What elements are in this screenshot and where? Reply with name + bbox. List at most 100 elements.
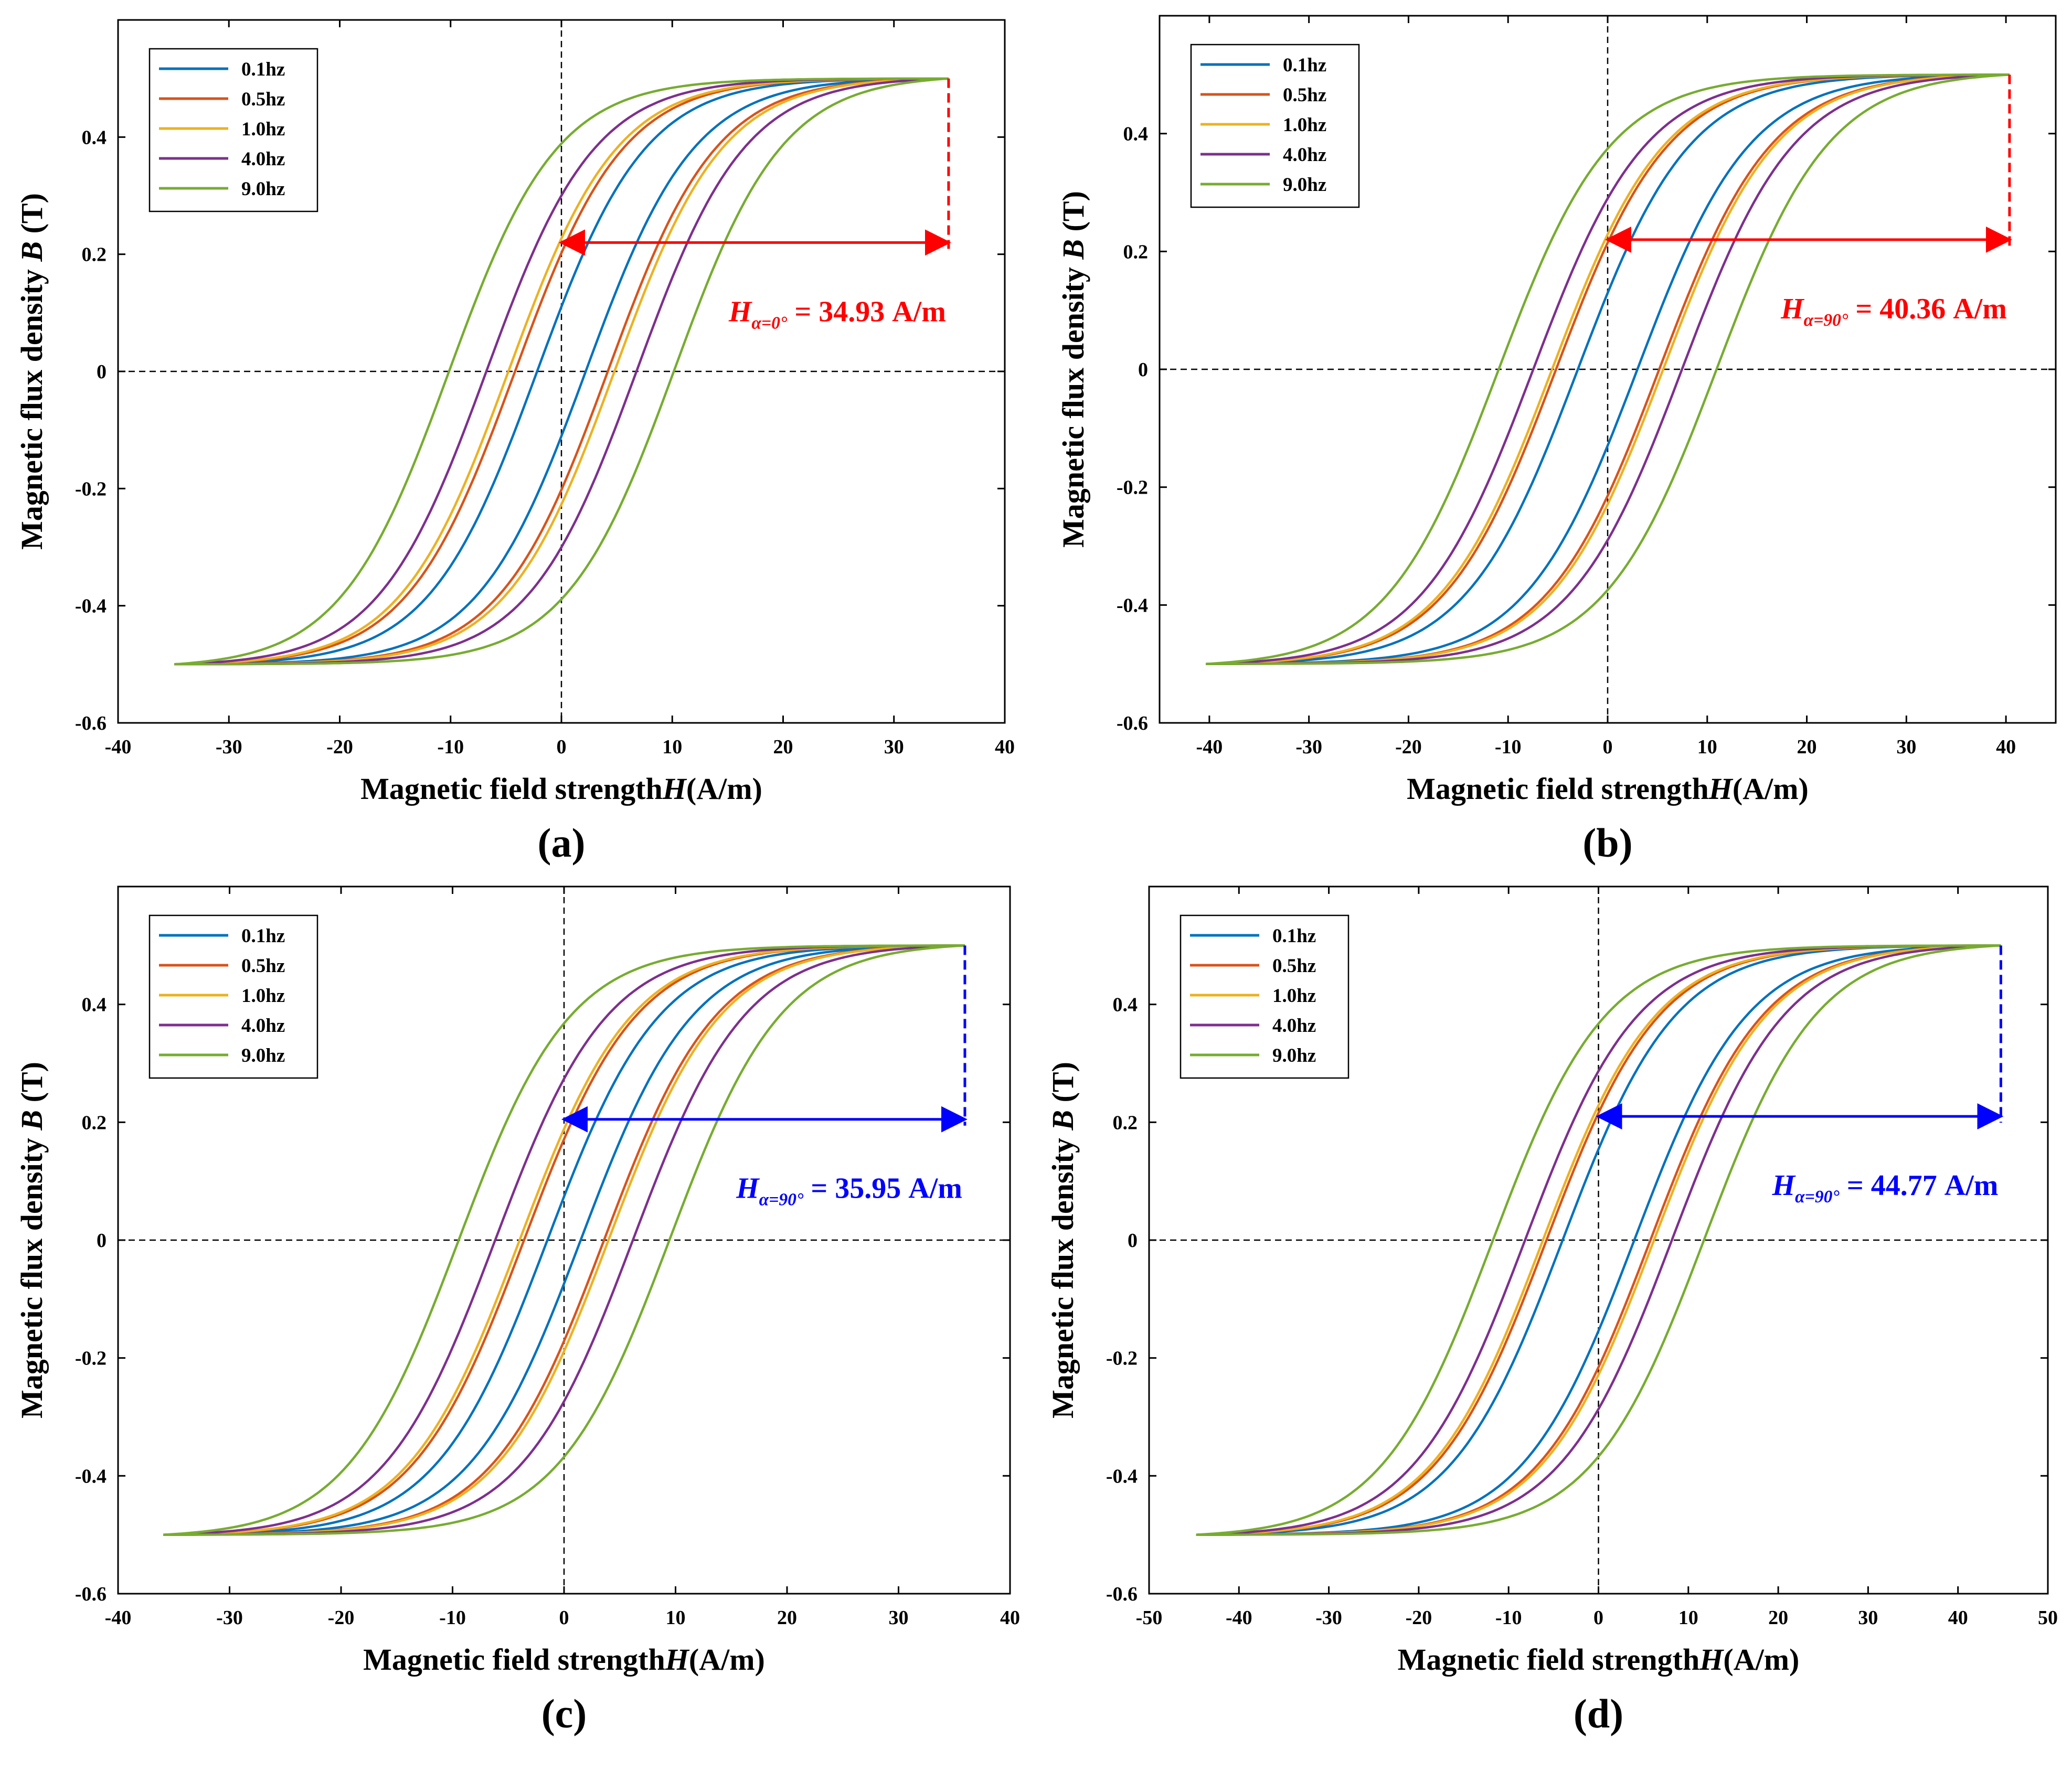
x-axis-title: Magnetic field strengthH(A/m) [1398, 1642, 1800, 1677]
hmax-annotation-sub: α=90° [1795, 1187, 1840, 1207]
x-axis-title-text: Magnetic field strength [363, 1642, 665, 1677]
x-tick-label: 40 [995, 736, 1015, 758]
chart-panel-a: -40 -30 -20 -10 0 10 20 30 40 -0.6 -0.4 -0.2 0 0.2 0.4… [15, 19, 1015, 866]
y-tick-label: -0.4 [1106, 1465, 1138, 1487]
hmax-annotation-symbol: H [1780, 293, 1804, 325]
y-tick-label: 0 [1138, 359, 1148, 381]
y-axis-title-text: Magnetic flux density [1056, 260, 1090, 548]
y-tick-label: 0.4 [1113, 994, 1138, 1016]
legend-label: 1.0hz [1283, 114, 1326, 136]
x-axis-title: Magnetic field strengthH(A/m) [1407, 772, 1809, 806]
legend-label: 0.1hz [1272, 925, 1316, 947]
legend-label: 9.0hz [1283, 174, 1326, 196]
x-tick-label: 10 [662, 736, 682, 758]
x-tick-label: 0 [557, 736, 567, 758]
legend-label: 4.0hz [1283, 144, 1326, 166]
legend-label: 0.1hz [241, 925, 285, 947]
x-axis-title-var: H [662, 772, 687, 806]
y-tick-label: -0.6 [75, 1583, 107, 1605]
y-tick-label: 0.2 [82, 244, 107, 266]
x-tick-label: -30 [1295, 736, 1322, 758]
chart-panel-b: -40 -30 -20 -10 0 10 20 30 40 -0.6 -0.4 -0.2 0 0.2 0.4… [1056, 15, 2057, 866]
hmax-annotation: Hα=90° = 40.36 A/m [1780, 293, 2007, 330]
y-axis-title-var: B [15, 1110, 49, 1131]
y-tick-label: -0.2 [1117, 477, 1148, 499]
series-loop-9.0hz [163, 944, 965, 1536]
x-axis-title: Magnetic field strengthH(A/m) [360, 772, 762, 806]
y-tick-label: -0.4 [1117, 594, 1148, 616]
hmax-annotation-sub: α=90° [1804, 311, 1848, 330]
x-tick-label: 20 [777, 1607, 797, 1629]
legend-label: 0.5hz [241, 955, 285, 977]
x-tick-label: -20 [328, 1607, 355, 1629]
y-axis-title-unit: (T) [1046, 1062, 1080, 1110]
x-tick-label: -50 [1136, 1607, 1163, 1629]
y-axis-title: Magnetic flux density B (T) [15, 193, 49, 550]
x-axis-title-unit: (A/m) [1733, 772, 1809, 806]
hmax-annotation-sub: α=0° [751, 313, 787, 333]
legend-box [148, 48, 318, 212]
panel-label: (a) [538, 820, 586, 866]
x-tick-label: -40 [1226, 1607, 1252, 1629]
legend-label: 9.0hz [241, 178, 285, 200]
y-axis-title: Magnetic flux density B (T) [1046, 1062, 1080, 1418]
x-axis-title-var: H [665, 1642, 690, 1677]
x-tick-label: 40 [1996, 736, 2016, 758]
panel-label: (b) [1582, 820, 1632, 866]
y-tick-label: -0.2 [1106, 1348, 1138, 1370]
hmax-annotation: Hα=0° = 34.93 A/m [728, 295, 946, 333]
x-tick-label: -30 [216, 1607, 243, 1629]
x-tick-label: -10 [437, 736, 464, 758]
x-tick-label: 50 [2038, 1607, 2058, 1629]
legend-label: 4.0hz [241, 148, 285, 170]
y-tick-label: -0.4 [75, 595, 107, 617]
legend-box [148, 914, 318, 1079]
x-tick-label: -40 [1196, 736, 1223, 758]
x-tick-label: -20 [1406, 1607, 1432, 1629]
x-tick-label: -40 [105, 736, 132, 758]
y-tick-label: 0.4 [82, 994, 107, 1016]
y-tick-label: -0.2 [75, 1348, 107, 1370]
chart-panel-c: -40 -30 -20 -10 0 10 20 30 40 -0.6 -0.4 -0.2 0 0.2 0.4… [15, 886, 1020, 1736]
y-tick-label: 0.2 [82, 1112, 107, 1134]
y-tick-label: -0.2 [75, 478, 107, 500]
y-tick-label: 0 [97, 361, 107, 383]
y-axis-title-unit: (T) [15, 193, 49, 241]
x-tick-label: 20 [1797, 736, 1817, 758]
y-axis-title-unit: (T) [15, 1062, 49, 1110]
legend-label: 4.0hz [241, 1015, 285, 1037]
y-axis-title-unit: (T) [1056, 191, 1090, 239]
y-axis-title: Magnetic flux density B (T) [15, 1062, 49, 1418]
x-tick-label: 10 [1678, 1607, 1698, 1629]
x-tick-label: 20 [1768, 1607, 1788, 1629]
x-axis-title-unit: (A/m) [686, 772, 762, 806]
x-tick-label: -30 [1315, 1607, 1342, 1629]
chart-panel-d: -50 -40 -30 -20 -10 0 10 20 30 40 50 -0.6 -0.4 -0.2 0 0… [1046, 886, 2058, 1736]
y-axis-title-var: B [15, 241, 49, 262]
x-tick-label: 40 [1000, 1607, 1020, 1629]
y-axis-title: Magnetic flux density B (T) [1056, 191, 1090, 548]
legend-label: 0.5hz [241, 89, 285, 110]
x-tick-label: 0 [1603, 736, 1613, 758]
x-axis-title-unit: (A/m) [1723, 1642, 1799, 1677]
legend-label: 0.1hz [241, 59, 285, 80]
legend-box [1180, 914, 1350, 1079]
x-tick-label: 30 [889, 1607, 909, 1629]
legend-label: 0.5hz [1283, 84, 1326, 106]
x-tick-label: 20 [773, 736, 793, 758]
y-tick-label: 0.2 [1123, 241, 1149, 263]
x-tick-label: -10 [1495, 1607, 1522, 1629]
x-axis-title-var: H [1708, 772, 1734, 806]
series-loop-9.0hz [1205, 73, 2010, 665]
x-tick-label: -40 [105, 1607, 132, 1629]
hmax-annotation-value: = 35.95 A/m [803, 1172, 962, 1205]
panel-label: (d) [1574, 1691, 1623, 1736]
hmax-annotation: Hα=90° = 35.95 A/m [736, 1172, 962, 1210]
y-axis-title-text: Magnetic flux density [15, 1130, 49, 1418]
y-tick-label: -0.6 [75, 712, 107, 734]
legend-label: 1.0hz [1272, 985, 1316, 1007]
y-tick-label: 0.4 [82, 126, 107, 148]
legend-label: 4.0hz [1272, 1015, 1316, 1037]
y-tick-label: 0.4 [1123, 123, 1149, 145]
